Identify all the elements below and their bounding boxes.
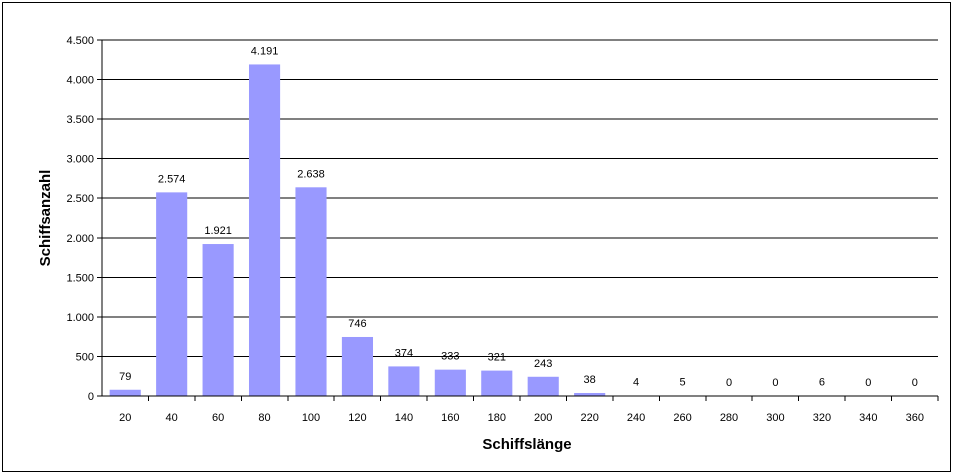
- data-label: 321: [488, 352, 506, 364]
- data-labels: 79 2.574 1.921 4.191 2.638 746 374 333 321 243 38 4…: [119, 45, 918, 389]
- data-label: 0: [772, 377, 778, 389]
- x-tick-label: 220: [580, 412, 598, 424]
- data-label: 6: [819, 377, 825, 389]
- data-label: 746: [348, 318, 366, 330]
- bar: [481, 370, 513, 396]
- x-tick-label: 60: [212, 412, 224, 424]
- y-tick-label: 1.500: [66, 272, 94, 284]
- x-tick-label: 80: [258, 412, 270, 424]
- y-tick-label: 0: [88, 391, 94, 403]
- y-tick-label: 4.000: [66, 75, 94, 87]
- data-label: 4.191: [251, 45, 279, 57]
- x-tick-label: 280: [720, 412, 738, 424]
- bar-chart: 05001.0001.5002.0002.5003.0003.5004.0004…: [37, 35, 939, 453]
- bar: [109, 389, 141, 396]
- data-label: 333: [441, 351, 459, 363]
- bar: [341, 336, 374, 396]
- y-tick-label: 1.000: [66, 312, 94, 324]
- x-tick-label: 140: [395, 412, 413, 424]
- x-axis-title: Schiffslänge: [482, 436, 571, 453]
- x-tick-label: 20: [119, 412, 131, 424]
- x-tick-label: 320: [813, 412, 831, 424]
- bars: [109, 64, 838, 397]
- x-tick-label: 40: [166, 412, 178, 424]
- data-label: 0: [912, 377, 918, 389]
- y-tick-label: 500: [76, 351, 94, 363]
- x-tick-label: 360: [906, 412, 924, 424]
- bar: [388, 366, 420, 396]
- x-tick-label: 300: [766, 412, 784, 424]
- y-tick-label: 2.000: [66, 233, 94, 245]
- gridlines: [102, 39, 938, 357]
- x-tick-label: 120: [348, 412, 366, 424]
- data-label: 1.921: [204, 225, 232, 237]
- data-label: 79: [119, 371, 131, 383]
- bar: [434, 369, 466, 396]
- data-label: 5: [679, 377, 685, 389]
- bar: [295, 187, 327, 396]
- x-tick-label: 240: [627, 412, 645, 424]
- data-label: 2.638: [297, 168, 325, 180]
- y-axis-title: Schiffsanzahl: [37, 170, 54, 267]
- x-tick-label: 340: [859, 412, 877, 424]
- x-tick-label: 200: [534, 412, 552, 424]
- x-tick-label: 260: [673, 412, 691, 424]
- x-tick-label: 160: [441, 412, 459, 424]
- x-tick-label: 180: [488, 412, 506, 424]
- data-label: 4: [633, 377, 639, 389]
- y-tick-label: 3.500: [66, 114, 94, 126]
- data-label: 243: [534, 358, 552, 370]
- x-tick-label: 100: [302, 412, 320, 424]
- bar: [202, 244, 234, 396]
- axes: 05001.0001.5002.0002.5003.0003.5004.0004…: [66, 35, 939, 424]
- y-tick-label: 3.000: [66, 154, 94, 166]
- bar: [156, 192, 188, 396]
- data-label: 374: [395, 347, 413, 359]
- bar: [574, 392, 606, 396]
- data-label: 38: [584, 374, 596, 386]
- data-label: 2.574: [158, 173, 186, 185]
- bar: [248, 64, 281, 397]
- data-label: 0: [865, 377, 871, 389]
- y-tick-label: 2.500: [66, 193, 94, 205]
- data-label: 0: [726, 377, 732, 389]
- y-tick-label: 4.500: [66, 35, 94, 47]
- bar: [527, 376, 559, 396]
